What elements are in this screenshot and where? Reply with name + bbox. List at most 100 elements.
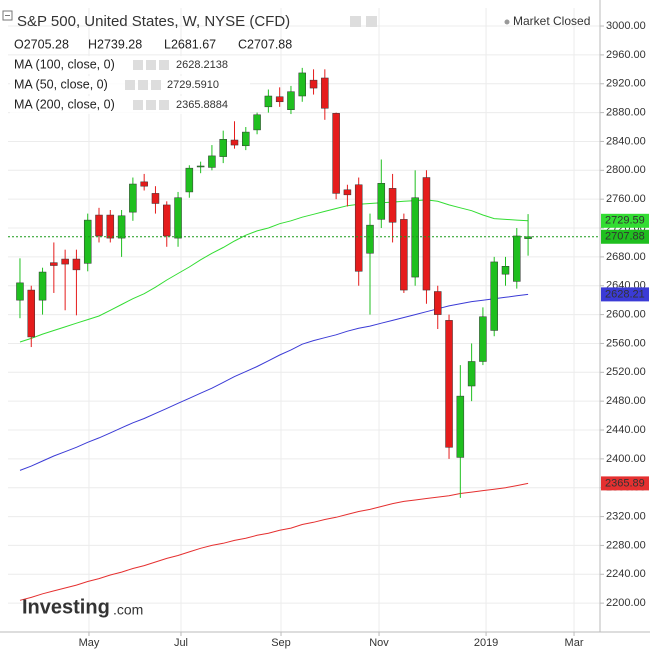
candle-body [513, 235, 521, 282]
price-tag-label: 2628.21 [605, 288, 645, 300]
legend-value: 2628.2138 [176, 59, 228, 71]
candle-body [400, 219, 408, 291]
y-tick-label: 2920.00 [606, 78, 646, 90]
candle-body [163, 204, 171, 237]
y-tick-label: 2880.00 [606, 107, 646, 119]
legend-icon[interactable] [146, 60, 156, 70]
candle-body [321, 77, 329, 109]
candle-body [467, 361, 476, 387]
y-tick-label: 2680.00 [606, 251, 646, 263]
settings-icon[interactable] [366, 16, 377, 27]
legend-icon[interactable] [133, 60, 143, 70]
legend-icon[interactable] [133, 100, 143, 110]
candle-body [185, 167, 194, 193]
candle-body [72, 258, 81, 271]
candle-body [196, 165, 205, 168]
x-tick-label: Mar [565, 637, 584, 649]
candle-body [50, 262, 58, 266]
settings-icon[interactable] [350, 16, 361, 27]
price-tag [601, 229, 649, 244]
y-tick-label: 2840.00 [606, 135, 646, 147]
price-tag-label: 2729.59 [605, 215, 645, 227]
candle-body [174, 197, 182, 239]
logo-text: Investing [22, 596, 110, 618]
legend-icon[interactable] [125, 80, 135, 90]
candle-body [140, 181, 148, 187]
candle-body [230, 139, 239, 146]
candle-body [411, 197, 419, 278]
candle-body [106, 214, 115, 239]
x-tick-label: Sep [271, 637, 291, 649]
y-tick-label: 2440.00 [606, 424, 646, 436]
legend-name: MA (100, close, 0) [14, 57, 115, 71]
legend-icon[interactable] [159, 100, 169, 110]
candle-body [377, 183, 386, 220]
candle-body [343, 189, 352, 196]
legend-icon[interactable] [151, 80, 161, 90]
collapse-icon[interactable] [2, 10, 13, 21]
y-tick-label: 2240.00 [606, 568, 646, 580]
candle-body [61, 258, 69, 265]
price-tag-label: 2365.89 [605, 477, 645, 489]
legend-bg [10, 56, 250, 74]
ohlc-close: C2707.88 [238, 37, 292, 51]
candle-body [479, 316, 487, 362]
legend-bg [10, 96, 250, 114]
y-tick-label: 2600.00 [606, 308, 646, 320]
candle-body [83, 219, 92, 264]
candle-body [433, 291, 442, 315]
ma-line [19, 293, 529, 471]
ma-line [19, 199, 529, 343]
status-dot [504, 19, 510, 25]
candle-body [298, 72, 306, 97]
candle-body [309, 79, 318, 89]
candle-body [27, 289, 36, 338]
candle-body [38, 271, 47, 301]
legend: S&P 500, United States, W, NYSE (CFD) Ma… [2, 10, 590, 51]
candle-body [332, 113, 340, 194]
legend-name: MA (50, close, 0) [14, 77, 108, 91]
y-tick-label: 2560.00 [606, 337, 646, 349]
logo: Investing .com [22, 596, 143, 618]
candle-body [287, 91, 295, 110]
y-tick-label: 2480.00 [606, 395, 646, 407]
candle-body [219, 139, 227, 157]
x-tick-label: 2019 [474, 637, 498, 649]
price-tag [601, 287, 649, 302]
y-tick-label: 2320.00 [606, 510, 646, 522]
candle-body [366, 224, 374, 254]
x-tick-label: May [79, 637, 100, 649]
x-tick-label: Nov [369, 637, 389, 649]
y-tick-label: 2280.00 [606, 539, 646, 551]
market-status: Market Closed [513, 14, 590, 28]
candle-body [445, 320, 453, 448]
legend-icon[interactable] [159, 60, 169, 70]
y-tick-label: 2800.00 [606, 164, 646, 176]
legend-value: 2729.5910 [167, 79, 219, 91]
candle-body [129, 183, 137, 213]
logo-suffix: .com [113, 602, 143, 618]
legend-value: 2365.8884 [176, 99, 228, 111]
candle-body [490, 261, 498, 331]
y-tick-label: 2760.00 [606, 193, 646, 205]
legend-icon[interactable] [138, 80, 148, 90]
y-tick-label: 2200.00 [606, 597, 646, 609]
candle-body [354, 184, 363, 272]
y-tick-label: 3000.00 [606, 20, 646, 32]
ohlc-high: H2739.28 [88, 37, 142, 51]
candle-body [117, 215, 126, 239]
candle-body [16, 282, 24, 301]
ohlc-low: L2681.67 [164, 37, 216, 51]
candle-body [208, 155, 216, 168]
candle-body [253, 114, 261, 131]
candle-body [422, 177, 431, 291]
y-tick-label: 2960.00 [606, 49, 646, 61]
candle-body [275, 96, 284, 103]
price-tag [601, 213, 649, 228]
candle-body [456, 395, 465, 458]
y-tick-label: 2400.00 [606, 453, 646, 465]
candle-body [264, 95, 273, 108]
candle-body [501, 266, 510, 275]
legend-icon[interactable] [146, 100, 156, 110]
